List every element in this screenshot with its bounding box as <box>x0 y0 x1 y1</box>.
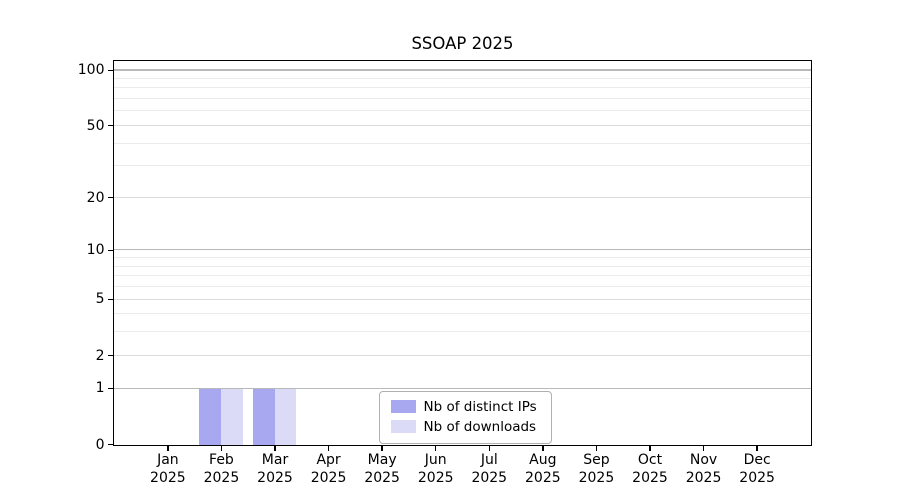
x-tick-label-sep: Sep 2025 <box>556 452 636 487</box>
y-tick-label-50: 50 <box>86 117 105 134</box>
x-label-month: Oct <box>637 452 663 468</box>
x-tick-may <box>381 446 383 451</box>
x-label-year: 2025 <box>685 469 722 486</box>
y-tick-50 <box>108 125 113 127</box>
x-tick-label-apr: Apr 2025 <box>289 452 369 487</box>
gridline-7 <box>114 275 811 277</box>
x-tick-label-feb: Feb 2025 <box>181 452 261 487</box>
x-tick-apr <box>327 446 330 451</box>
x-tick-dec <box>756 446 758 451</box>
x-label-month: Nov <box>689 452 718 468</box>
x-label-year: 2025 <box>310 469 347 486</box>
y-tick-label-0: 0 <box>95 436 105 453</box>
x-tick-mar <box>274 446 276 451</box>
plot-area <box>113 60 812 446</box>
x-label-year: 2025 <box>364 469 400 486</box>
gridline-40 <box>114 142 811 144</box>
x-label-month: Mar <box>261 452 289 468</box>
x-label-year: 2025 <box>578 469 615 486</box>
gridline-50 <box>114 124 811 126</box>
x-tick-jan <box>167 446 169 451</box>
gridline-9 <box>114 257 811 259</box>
legend-label-nb-of-distinct-ips: Nb of distinct IPs <box>423 398 537 415</box>
y-tick-10 <box>108 249 113 251</box>
y-tick-2 <box>108 354 113 357</box>
chart-title: SSOAP 2025 <box>411 34 514 53</box>
x-tick-sep <box>595 446 598 451</box>
gridline-5 <box>114 298 811 300</box>
x-label-year: 2025 <box>739 469 775 486</box>
gridline-10 <box>114 249 811 251</box>
gridline-6 <box>114 286 811 288</box>
gridline-80 <box>114 87 811 89</box>
gridline-1 <box>114 387 811 389</box>
gridline-2 <box>114 354 811 356</box>
x-tick-nov <box>702 446 705 451</box>
x-tick-jun <box>435 446 437 451</box>
x-label-year: 2025 <box>525 469 561 486</box>
gridline-60 <box>114 110 811 112</box>
x-tick-label-nov: Nov 2025 <box>664 452 744 487</box>
gridline-70 <box>114 98 811 100</box>
x-label-month: Jan <box>157 452 179 468</box>
x-tick-label-jun: Jun 2025 <box>396 452 476 487</box>
y-tick-label-1: 1 <box>95 380 105 397</box>
gridline-100 <box>114 69 811 71</box>
x-label-month: Jun <box>424 452 447 468</box>
gridline-4 <box>114 313 811 315</box>
x-label-month: Aug <box>529 452 557 468</box>
x-tick-oct <box>649 446 651 451</box>
y-tick-label-10: 10 <box>86 242 105 259</box>
x-label-year: 2025 <box>150 469 186 486</box>
x-label-month: Apr <box>316 452 341 468</box>
x-tick-label-may: May 2025 <box>342 452 422 487</box>
y-tick-1 <box>108 387 113 390</box>
x-label-month: May <box>367 452 397 468</box>
x-label-year: 2025 <box>417 469 454 486</box>
x-tick-label-mar: Mar 2025 <box>235 452 315 487</box>
x-label-year: 2025 <box>203 469 240 486</box>
x-label-month: Jul <box>480 452 498 468</box>
bar-nb-of-distinct-ips-mar <box>253 388 275 445</box>
x-tick-label-jul: Jul 2025 <box>449 452 529 487</box>
x-label-month: Feb <box>209 452 234 468</box>
y-tick-20 <box>108 197 113 199</box>
bar-nb-of-downloads-feb <box>221 388 243 445</box>
x-tick-label-oct: Oct 2025 <box>610 452 690 487</box>
y-tick-label-100: 100 <box>77 62 105 79</box>
legend-entry-nb-of-downloads: Nb of downloads <box>390 417 551 437</box>
x-tick-label-aug: Aug 2025 <box>503 452 583 487</box>
x-label-month: Sep <box>583 452 610 468</box>
legend-label-nb-of-downloads: Nb of downloads <box>423 418 537 435</box>
x-label-month: Dec <box>743 452 771 468</box>
gridline-3 <box>114 331 811 333</box>
y-tick-0 <box>108 444 113 446</box>
x-tick-feb <box>220 446 223 451</box>
y-tick-label-20: 20 <box>86 189 105 206</box>
x-label-year: 2025 <box>471 469 508 486</box>
x-label-year: 2025 <box>632 469 668 486</box>
y-tick-5 <box>108 298 113 300</box>
y-tick-100 <box>108 69 113 71</box>
legend: Nb of distinct IPs Nb of downloads <box>378 390 552 444</box>
x-tick-label-jan: Jan 2025 <box>128 452 208 487</box>
y-tick-label-5: 5 <box>95 291 105 308</box>
gridline-8 <box>114 265 811 267</box>
x-tick-jul <box>488 446 490 451</box>
legend-swatch-nb-of-distinct-ips <box>390 400 416 413</box>
bar-nb-of-distinct-ips-feb <box>199 388 222 445</box>
gridline-90 <box>114 77 811 79</box>
gridline-20 <box>114 196 811 198</box>
x-tick-aug <box>542 446 544 451</box>
y-tick-label-2: 2 <box>95 347 105 364</box>
x-label-year: 2025 <box>257 469 293 486</box>
gridline-30 <box>114 165 811 167</box>
x-tick-label-dec: Dec 2025 <box>717 452 797 487</box>
legend-entry-nb-of-distinct-ips: Nb of distinct IPs <box>390 397 551 417</box>
legend-swatch-nb-of-downloads <box>390 420 416 433</box>
bar-nb-of-downloads-mar <box>274 388 297 445</box>
